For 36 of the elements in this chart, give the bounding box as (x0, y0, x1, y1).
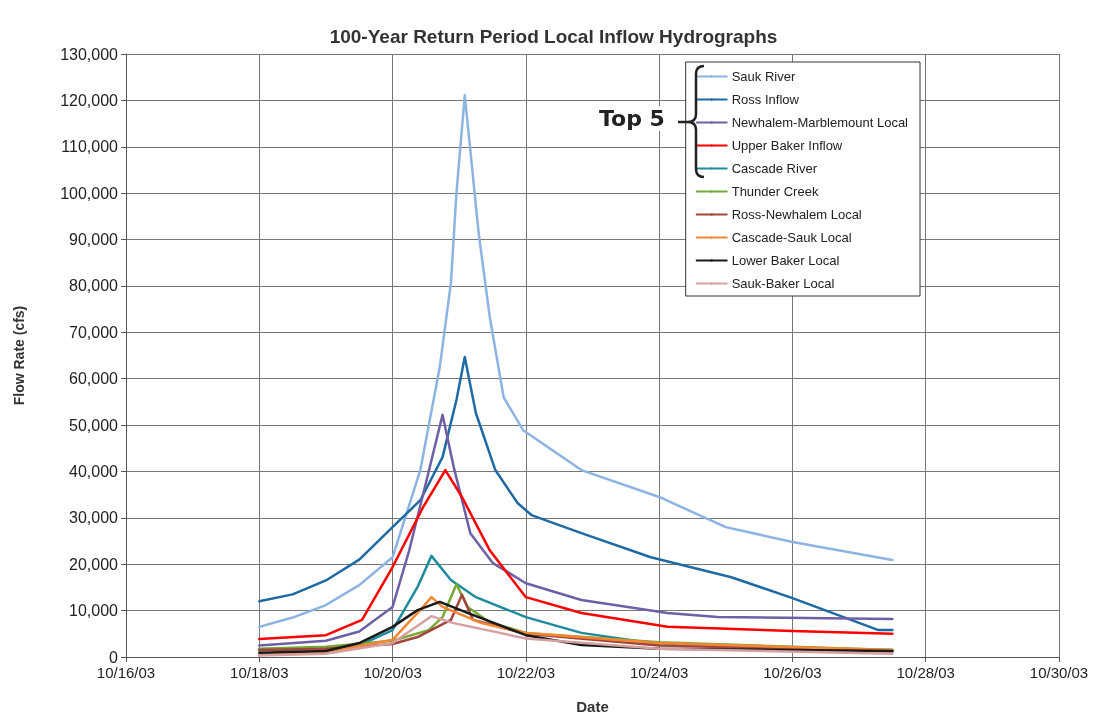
x-tick-label: 10/16/03 (96, 664, 156, 681)
x-tick-label: 10/24/03 (629, 664, 689, 681)
x-tick-label: 10/20/03 (363, 664, 422, 681)
y-tick-label: 120,000 (60, 91, 119, 109)
y-tick-label: 110,000 (61, 138, 119, 156)
x-tick-label: 10/30/03 (1029, 664, 1089, 681)
x-tick-label: 10/22/03 (496, 664, 556, 681)
annotation: Top 5 (596, 106, 668, 131)
legend-label: Cascade River (731, 161, 818, 176)
legend-label: Newhalem-Marblemount Local (731, 115, 909, 130)
legend-label: Cascade-Sauk Local (731, 230, 852, 245)
legend-label: Ross-Newhalem Local (731, 207, 862, 222)
x-tick-label: 10/28/03 (896, 664, 955, 681)
y-tick-label: 90,000 (69, 231, 119, 249)
legend-label: Lower Baker Local (731, 253, 840, 268)
legend-label: Thunder Creek (731, 184, 819, 199)
y-tick-label: 20,000 (69, 555, 119, 573)
legend-label: Upper Baker Inflow (731, 138, 843, 153)
y-tick-label: 10,000 (69, 602, 119, 620)
y-tick-label: 100,000 (60, 184, 119, 202)
y-tick-label: 70,000 (69, 323, 119, 341)
y-tick-label: 80,000 (69, 277, 119, 295)
x-axis-title: Date (576, 698, 609, 715)
chart-title: 100-Year Return Period Local Inflow Hydrographs (329, 26, 778, 47)
y-tick-label: 60,000 (69, 370, 119, 388)
legend-label: Ross Inflow (731, 92, 800, 107)
y-tick-label: 0 (109, 648, 119, 666)
x-tick-label: 10/18/03 (230, 664, 289, 681)
legend-label: Sauk-Baker Local (731, 276, 835, 291)
y-tick-label: 30,000 (69, 509, 119, 527)
y-tick-label: 50,000 (69, 416, 119, 434)
y-tick-label: 40,000 (69, 462, 119, 480)
y-axis-title: Flow Rate (cfs) (11, 305, 27, 406)
x-tick-label: 10/26/03 (763, 664, 822, 681)
y-tick-label: 130,000 (60, 45, 119, 63)
legend-label: Sauk River (731, 69, 796, 84)
